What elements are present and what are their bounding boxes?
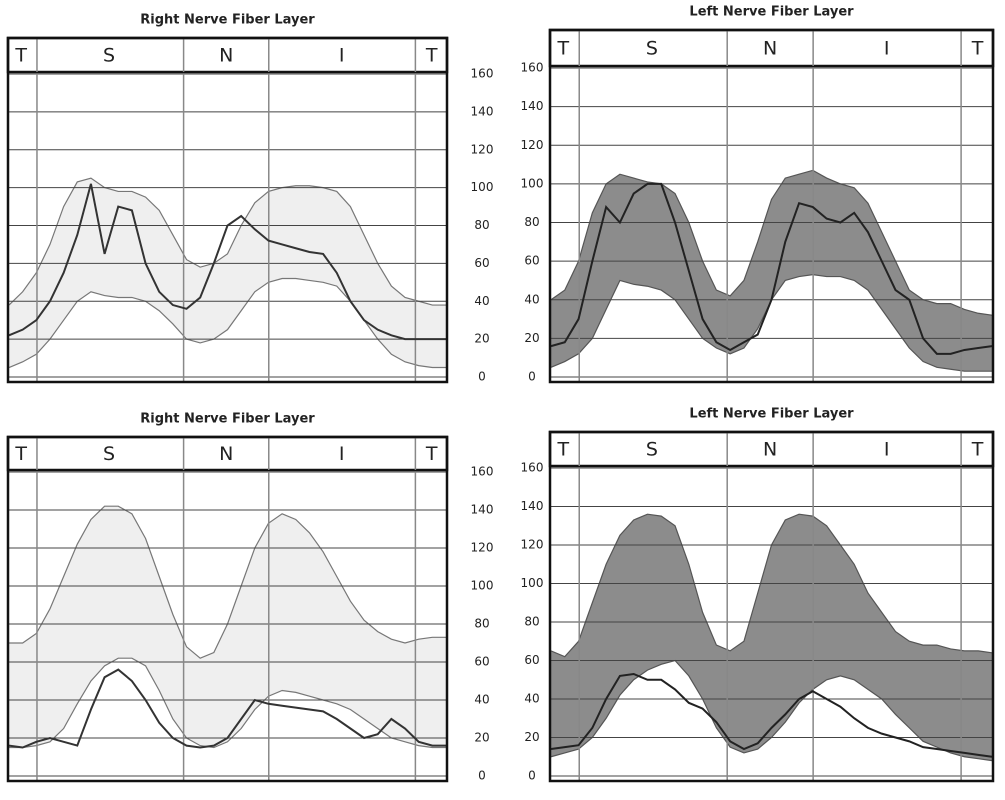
y-tick-label: 120	[521, 138, 544, 152]
measured-line	[550, 182, 993, 355]
y-tick-label: 140	[471, 503, 494, 517]
y-tick-label: 140	[471, 104, 494, 118]
sector-label: S	[103, 443, 115, 465]
sector-label: N	[219, 443, 233, 465]
chart-title: Right Nerve Fiber Layer	[140, 412, 315, 427]
y-tick-label: 40	[474, 693, 489, 707]
plot-frame	[548, 430, 995, 783]
y-tick-label: 140	[521, 99, 544, 113]
y-tick-label: 60	[524, 254, 539, 268]
y-tick-label: 160	[471, 465, 494, 479]
sector-label: T	[14, 443, 27, 465]
y-tick-label: 160	[471, 67, 494, 81]
y-tick-label: 80	[474, 617, 489, 631]
sector-label: T	[556, 439, 569, 461]
sector-label: T	[425, 45, 438, 67]
y-tick-label: 80	[474, 218, 489, 232]
measured-line	[8, 668, 446, 749]
sector-label: N	[219, 45, 233, 67]
sector-label: I	[339, 45, 345, 67]
y-tick-label: 80	[524, 215, 539, 229]
y-tick-label: 40	[474, 294, 489, 308]
chart-title: Left Nerve Fiber Layer	[689, 5, 854, 20]
y-tick-label: 100	[521, 576, 544, 590]
y-tick-label: 40	[524, 292, 539, 306]
y-tick-label: 60	[524, 653, 539, 667]
y-tick-label: 120	[521, 538, 544, 552]
y-tick-label: 20	[524, 730, 539, 744]
sector-label: N	[763, 439, 777, 461]
plot-frame	[6, 435, 449, 783]
sector-label: I	[339, 443, 345, 465]
y-tick-label: 0	[528, 370, 536, 384]
sector-label: T	[971, 439, 984, 461]
y-tick-label: 100	[521, 176, 544, 190]
sector-label: I	[884, 439, 890, 461]
y-tick-label: 160	[521, 461, 544, 475]
y-tick-label: 140	[521, 499, 544, 513]
measured-line	[8, 183, 446, 341]
y-tick-label: 100	[471, 180, 494, 194]
sector-label: S	[103, 45, 115, 67]
y-tick-label: 60	[474, 256, 489, 270]
y-tick-label: 60	[474, 655, 489, 669]
sector-label: I	[884, 38, 890, 60]
y-tick-label: 0	[528, 769, 536, 783]
sector-label: N	[763, 38, 777, 60]
band-edge	[8, 177, 446, 306]
normal-band	[551, 170, 992, 372]
y-tick-label: 80	[524, 615, 539, 629]
sector-label: T	[425, 443, 438, 465]
sector-label: T	[971, 38, 984, 60]
y-tick-label: 0	[478, 370, 486, 384]
y-tick-label: 160	[521, 61, 544, 75]
band-edge	[9, 657, 446, 749]
y-tick-label: 0	[478, 769, 486, 783]
plot-frame	[6, 36, 449, 384]
y-tick-label: 20	[474, 731, 489, 745]
measured-line	[550, 672, 993, 758]
normal-band	[551, 514, 992, 761]
sector-label: T	[556, 38, 569, 60]
band-edge	[550, 169, 993, 316]
chart-title: Left Nerve Fiber Layer	[689, 407, 854, 422]
band-edge	[8, 277, 446, 369]
y-tick-label: 100	[471, 579, 494, 593]
y-tick-label: 20	[524, 331, 539, 345]
normal-band	[9, 506, 446, 748]
chart-title: Right Nerve Fiber Layer	[140, 13, 315, 28]
sector-label: T	[14, 45, 27, 67]
y-tick-label: 40	[524, 692, 539, 706]
sector-label: S	[646, 38, 658, 60]
plot-frame	[548, 28, 995, 384]
y-tick-label: 120	[471, 142, 494, 156]
sector-label: S	[646, 439, 658, 461]
y-tick-label: 20	[474, 332, 489, 346]
y-tick-label: 120	[471, 541, 494, 555]
